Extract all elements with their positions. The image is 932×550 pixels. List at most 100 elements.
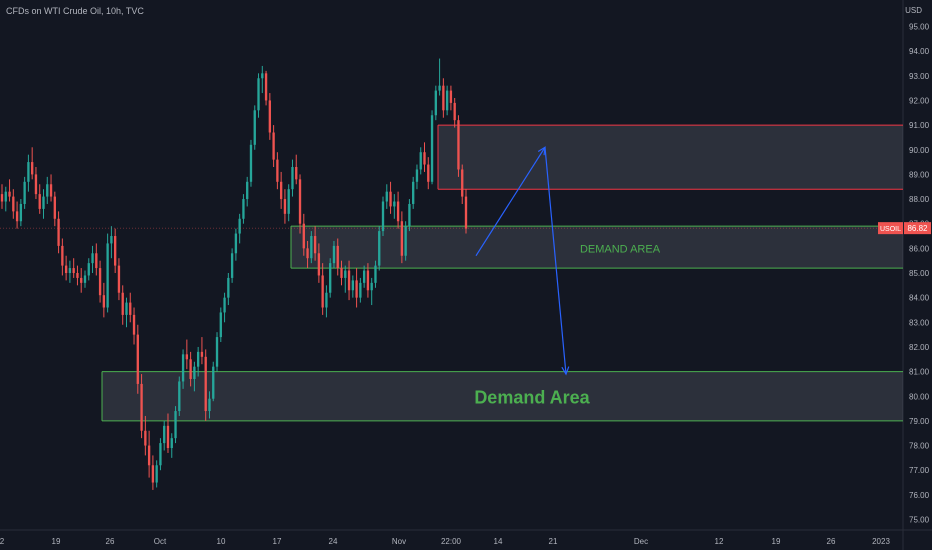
candle-body xyxy=(396,201,400,222)
candle-body xyxy=(234,233,238,254)
candle-body xyxy=(147,445,151,466)
last-price-badge xyxy=(904,222,931,235)
time-tick-label: 26 xyxy=(827,537,836,546)
price-tick-label: 94.00 xyxy=(909,47,930,56)
price-tick-label: 93.00 xyxy=(909,72,930,81)
time-tick-label: Nov xyxy=(392,537,406,546)
candle-body xyxy=(38,194,41,209)
price-tick-label: 86.00 xyxy=(909,244,930,253)
projection-arrow-head-1 xyxy=(561,366,570,376)
candle-body xyxy=(68,268,72,273)
candle-body xyxy=(276,159,279,182)
candle-body xyxy=(385,191,388,202)
candle-body xyxy=(42,196,45,209)
candle-body xyxy=(4,191,7,202)
candle-body xyxy=(31,162,34,175)
candle-body xyxy=(393,201,396,207)
last-price-badge-label: 86.82 xyxy=(907,224,928,233)
candle-body xyxy=(53,196,56,219)
candle-body xyxy=(461,169,464,197)
time-axis[interactable]: 2 19 26 Oct 10 17 24 Nov 22:00 14 21 Dec 12 19 26 2023 xyxy=(0,537,890,546)
price-tick-label: 95.00 xyxy=(909,23,930,32)
candle-body xyxy=(449,90,453,103)
candle-body xyxy=(325,292,328,308)
candle-body xyxy=(344,270,347,278)
candle-body xyxy=(136,334,139,384)
time-tick-label: 10 xyxy=(217,537,226,546)
candle-body xyxy=(389,191,392,207)
price-axis[interactable]: 95.00 94.00 93.00 92.00 91.00 90.00 89.00 88.00… xyxy=(878,23,931,525)
time-tick-label: 19 xyxy=(772,537,781,546)
candle-body xyxy=(125,302,128,315)
candle-body xyxy=(163,425,166,444)
candle-body xyxy=(442,85,445,111)
time-tick-label: Oct xyxy=(154,537,167,546)
candle-body xyxy=(313,236,317,254)
zone-fill-1 xyxy=(291,226,903,269)
candle-body xyxy=(378,231,381,266)
candle-body xyxy=(438,85,441,91)
candle-body xyxy=(178,381,181,412)
candle-body xyxy=(196,351,200,367)
price-tick-label: 84.00 xyxy=(909,294,930,303)
candle-body xyxy=(279,181,283,200)
candle-body xyxy=(200,351,204,357)
candle-body xyxy=(453,102,456,121)
currency-unit-label: USD xyxy=(905,6,922,15)
candle-body xyxy=(291,167,294,190)
candle-body xyxy=(34,174,38,195)
candle-body xyxy=(310,236,313,259)
time-tick-label: Dec xyxy=(634,537,648,546)
candle-body xyxy=(129,302,132,315)
candle-body xyxy=(336,245,339,269)
price-tick-label: 90.00 xyxy=(909,146,930,155)
candle-body xyxy=(87,263,90,276)
time-tick-label: 2 xyxy=(0,537,5,546)
price-tick-label: 78.00 xyxy=(909,442,930,451)
candle-body xyxy=(366,270,370,291)
candle-body xyxy=(253,110,256,145)
candle-body xyxy=(159,443,162,466)
candle-body xyxy=(317,253,321,276)
candle-body xyxy=(332,245,336,264)
candle-body xyxy=(351,280,354,291)
candle-body xyxy=(246,181,249,200)
candle-body xyxy=(283,199,287,214)
candle-body xyxy=(329,263,332,293)
candle-body xyxy=(261,73,264,79)
candle-body xyxy=(15,211,19,222)
candle-body xyxy=(181,354,185,382)
candle-body xyxy=(264,73,268,101)
candle-body xyxy=(166,425,170,449)
price-tick-label: 83.00 xyxy=(909,318,930,327)
candle-body xyxy=(370,282,373,291)
symbol-badge xyxy=(878,222,903,235)
overlays-layer: DEMAND AREA Demand Area xyxy=(0,146,903,407)
candle-body xyxy=(102,295,106,308)
candle-body xyxy=(249,144,253,182)
price-tick-label: 79.00 xyxy=(909,417,930,426)
zone-fill-0 xyxy=(438,125,903,190)
candle-body xyxy=(430,115,434,182)
time-tick-label: 14 xyxy=(494,537,503,546)
projection-arrow-line-0 xyxy=(475,146,546,257)
price-tick-label: 85.00 xyxy=(909,269,930,278)
candle-body xyxy=(208,398,211,412)
projection-arrow-line-1 xyxy=(544,147,567,375)
time-tick-label: 17 xyxy=(273,537,282,546)
candle-body xyxy=(80,277,83,283)
candle-body xyxy=(144,430,147,446)
candle-body xyxy=(427,164,430,182)
candle-body xyxy=(302,223,305,249)
candle-body xyxy=(362,270,366,283)
candle-body xyxy=(155,465,158,483)
price-tick-label: 91.00 xyxy=(909,121,930,130)
candle-body xyxy=(445,90,449,111)
candle-body xyxy=(121,292,124,315)
candle-body xyxy=(298,179,302,224)
candle-body xyxy=(170,438,173,449)
candle-body xyxy=(91,253,94,264)
